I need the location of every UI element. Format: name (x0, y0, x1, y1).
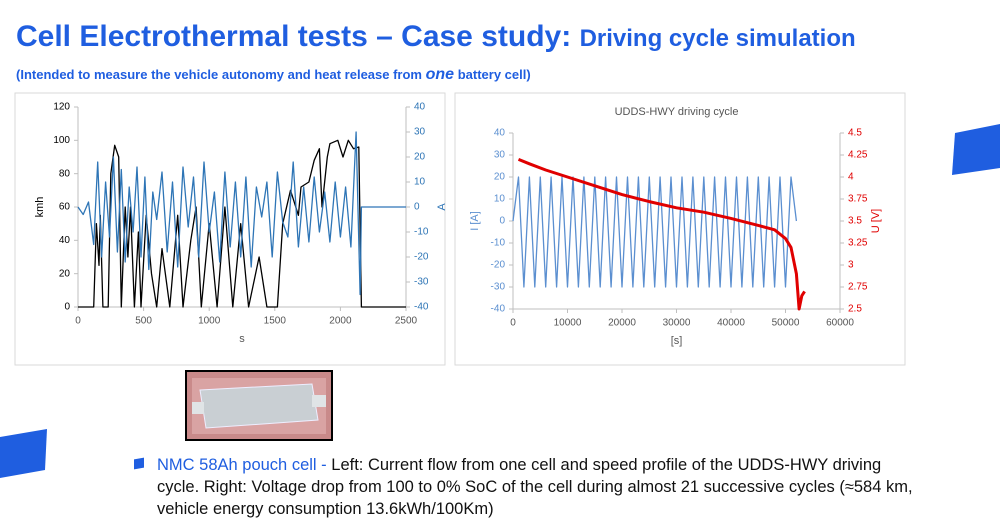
x-tick-label: 0 (75, 316, 81, 327)
y-tick-label: 40 (59, 235, 71, 246)
bullet-marker (134, 457, 144, 470)
chart-frame (14, 92, 446, 366)
y2-tick-label: 3 (848, 260, 854, 271)
y2-tick-label: 3.75 (848, 194, 868, 205)
x-axis-label: s (239, 333, 245, 345)
y-tick-label: -20 (491, 260, 506, 271)
data-line (78, 139, 406, 308)
y2-tick-label: 4.5 (848, 128, 862, 139)
y2-tick-label: -20 (414, 252, 429, 263)
y2-tick-label: 2.5 (848, 304, 862, 315)
bullet: NMC 58Ah pouch cell - Left: Current flow… (157, 454, 927, 520)
y2-tick-label: 4.25 (848, 150, 868, 161)
y2-tick-label: -10 (414, 227, 429, 238)
x-tick-label: 50000 (772, 318, 800, 329)
x-tick-label: 1500 (264, 316, 287, 327)
chart-title: UDDS-HWY driving cycle (615, 106, 739, 118)
x-tick-label: 2500 (395, 316, 418, 327)
y-tick-label: -30 (491, 282, 506, 293)
bullet-text: Left: Current flow from one cell and spe… (157, 456, 913, 518)
decor-shape (0, 429, 47, 478)
y2-tick-label: 20 (414, 152, 426, 163)
y2-tick-label: 3.25 (848, 238, 868, 249)
title-sub: Driving cycle simulation (579, 25, 856, 52)
y2-tick-label: 0 (414, 202, 420, 213)
y2-tick-label: 10 (414, 177, 426, 188)
decor-shape (952, 124, 1000, 175)
x-tick-label: 40000 (717, 318, 745, 329)
subtitle: (Intended to measure the vehicle autonom… (16, 66, 531, 84)
y2-axis-label: A (436, 203, 448, 211)
y2-tick-label: 40 (414, 102, 426, 113)
data-line (77, 131, 406, 296)
y-tick-label: 120 (53, 102, 70, 113)
y2-tick-label: 30 (414, 127, 426, 138)
y2-axis-label: U [V] (870, 209, 882, 233)
bullet-lead: NMC 58Ah pouch cell - (157, 456, 327, 474)
y-axis-label: kmh (34, 197, 46, 218)
y-tick-label: 0 (64, 302, 70, 313)
y2-tick-label: -30 (414, 277, 429, 288)
x-tick-label: 0 (510, 318, 516, 329)
x-tick-label: 1000 (198, 316, 221, 327)
data-line (512, 176, 798, 288)
y2-tick-label: 4 (848, 172, 854, 183)
subtitle-text: (Intended to measure the vehicle autonom… (16, 67, 422, 82)
title-main: Cell Electrothermal tests – Case study: (16, 20, 572, 53)
y-tick-label: 60 (59, 202, 71, 213)
x-tick-label: 20000 (608, 318, 636, 329)
x-tick-label: 30000 (663, 318, 691, 329)
x-tick-label: 10000 (554, 318, 582, 329)
y-tick-label: 30 (494, 150, 506, 161)
y2-tick-label: 2.75 (848, 282, 868, 293)
y-tick-label: -40 (491, 304, 506, 315)
y-tick-label: 0 (499, 216, 505, 227)
y-axis-label: I [A] (469, 211, 481, 231)
x-tick-label: 500 (135, 316, 152, 327)
title: Cell Electrothermal tests – Case study: … (16, 20, 856, 54)
y-tick-label: 40 (494, 128, 506, 139)
y-tick-label: 20 (494, 172, 506, 183)
y2-tick-label: -40 (414, 302, 429, 313)
y-tick-label: 100 (53, 135, 70, 146)
subtitle-text: battery cell) (457, 67, 531, 82)
y2-tick-label: 3.5 (848, 216, 862, 227)
y-tick-label: 10 (494, 194, 506, 205)
x-tick-label: 60000 (826, 318, 854, 329)
data-line (517, 158, 806, 311)
x-axis-label: [s] (671, 335, 683, 347)
y-tick-label: 20 (59, 268, 71, 279)
cell-photo (185, 370, 333, 441)
x-tick-label: 2000 (329, 316, 352, 327)
y-tick-label: -10 (491, 238, 506, 249)
subtitle-emphasis: one (425, 66, 455, 83)
y-tick-label: 80 (59, 168, 71, 179)
